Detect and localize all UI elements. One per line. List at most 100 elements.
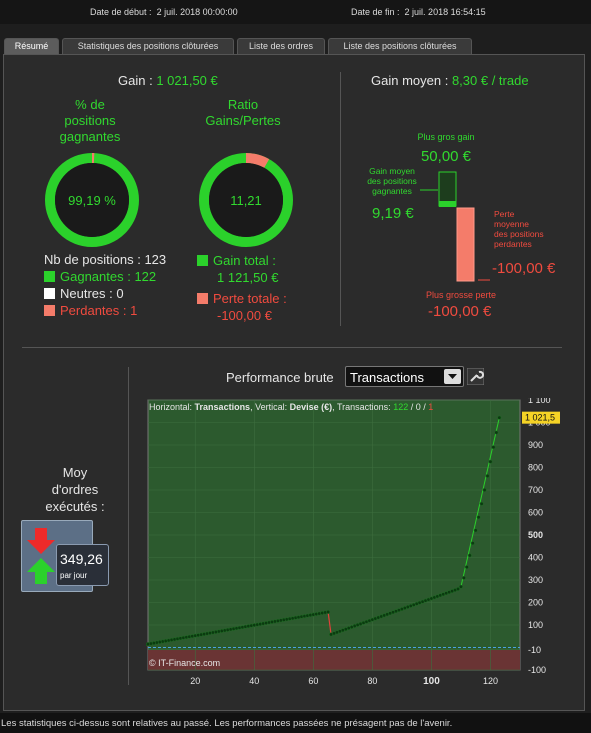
tab-resume[interactable]: Résumé (4, 38, 59, 54)
y-tick-label: -10 (528, 645, 541, 655)
disclaimer-bar: Les statistiques ci-dessus sont relative… (0, 713, 591, 733)
win-ratio-title: % de positions gagnantes (59, 97, 121, 144)
profit-ratio-value: 11,21 (230, 193, 262, 208)
gain-total-swatch (197, 255, 208, 266)
data-point (456, 587, 460, 591)
y-tick-label: 400 (528, 553, 543, 563)
win-ratio-value: 99,19 % (68, 193, 116, 208)
gain-summary: Gain : 1 021,50 € (118, 73, 218, 88)
tab-order-list[interactable]: Liste des ordres (237, 38, 325, 54)
losers-swatch (44, 305, 55, 316)
neutral-legend: Neutres : 0 (44, 286, 124, 301)
losers-legend: Perdantes : 1 (44, 303, 137, 318)
horizontal-divider (22, 347, 562, 348)
arrow-down-icon (27, 528, 55, 554)
perte-totale-swatch (197, 293, 208, 304)
performance-select[interactable]: Transactions (345, 366, 464, 387)
x-tick-label: 100 (423, 676, 440, 687)
data-point (459, 584, 463, 589)
biggest-loss-value: -100,00 € (428, 303, 492, 320)
start-date: Date de début : 2 juil. 2018 00:00:00 (90, 7, 238, 17)
avg-gain-value: 9,19 € (372, 205, 414, 222)
avg-loss-value: -100,00 € (492, 260, 556, 277)
loss-bar (456, 207, 475, 282)
y-tick-label: 700 (528, 485, 543, 495)
last-value-badge (522, 411, 560, 424)
chart-info-line: Horizontal: Transactions, Vertical: Devi… (149, 402, 434, 412)
orders-arrows-icon (27, 528, 55, 584)
perte-totale: Perte totale : -100,00 € (197, 290, 287, 324)
y-tick-label: 500 (528, 530, 543, 540)
profit-ratio-center (209, 163, 283, 237)
data-point (461, 575, 466, 580)
gain-loss-bars (420, 171, 490, 282)
biggest-loss-label: Plus grosse perte (426, 290, 497, 300)
data-point (470, 541, 475, 546)
data-point (497, 415, 502, 420)
x-tick-label: 120 (483, 676, 498, 686)
end-date: Date de fin : 2 juil. 2018 16:54:15 (351, 7, 486, 17)
chevron-down-icon[interactable] (444, 369, 461, 384)
date-range-bar: Date de début : 2 juil. 2018 00:00:00 Da… (0, 0, 591, 24)
biggest-gain-label: Plus gros gain (417, 132, 475, 142)
y-tick-label: 300 (528, 575, 543, 585)
biggest-gain-value: 50,00 € (420, 148, 472, 165)
tab-closed-position-list[interactable]: Liste des positions clôturées (328, 38, 472, 54)
win-ratio-red-arc (45, 153, 139, 247)
wrench-icon[interactable] (467, 368, 484, 385)
data-point (485, 474, 490, 478)
win-ratio-donut (45, 153, 139, 247)
data-point (482, 488, 487, 492)
data-point (467, 553, 472, 558)
y-tick-label: 800 (528, 463, 543, 473)
win-ratio-center (55, 163, 129, 237)
winners-legend: Gagnantes : 122 (44, 269, 156, 284)
orders-label: Moy d'ordres exécutés : (45, 465, 105, 514)
data-point (491, 445, 496, 450)
x-tick-label: 80 (367, 676, 377, 686)
chart-divider (128, 367, 129, 685)
data-point (326, 610, 331, 614)
x-tick-label: 20 (190, 676, 200, 686)
y-tick-label: -100 (528, 665, 546, 675)
data-point (476, 515, 481, 520)
biggest-gain-bar (438, 171, 457, 207)
loss-drop-line (327, 611, 332, 635)
x-tick-label: 40 (249, 676, 259, 686)
winners-swatch (44, 271, 55, 282)
y-tick-label: 600 (528, 508, 543, 518)
avg-gain-label: Gain moyen des positions gagnantes (367, 166, 417, 196)
y-tick-label: 200 (528, 598, 543, 608)
data-point (473, 528, 478, 533)
data-point (479, 501, 484, 506)
neutral-swatch (44, 288, 55, 299)
y-tick-label: 1 100 (528, 398, 551, 405)
chart-copyright: © IT-Finance.com (149, 658, 221, 668)
gain-total: Gain total : 1 121,50 € (197, 252, 278, 286)
profit-ratio-title: Ratio Gains/Pertes (205, 97, 281, 128)
y-tick-label: 100 (528, 620, 543, 630)
positions-count: Nb de positions : 123 (44, 252, 167, 267)
orders-value: 349,26 (60, 551, 103, 567)
performance-title: Performance brute (226, 370, 334, 385)
x-tick-label: 60 (308, 676, 318, 686)
data-point (464, 565, 469, 570)
disclaimer-text: Les statistiques ci-dessus sont relative… (1, 718, 453, 729)
arrow-up-icon (27, 558, 55, 584)
avg-loss-label: Perte moyenne des positions perdantes (494, 209, 544, 249)
avg-gain-bar (439, 201, 456, 207)
last-value-badge-text: 1 021,5 (525, 413, 555, 423)
tab-closed-position-stats[interactable]: Statistiques des positions clôturées (62, 38, 234, 54)
section-divider (340, 72, 341, 326)
data-point (494, 430, 499, 435)
profit-ratio-red-arc (199, 153, 293, 247)
profit-ratio-donut (199, 153, 293, 247)
chart-negative-band (148, 649, 520, 670)
data-point (488, 459, 493, 464)
average-gain-summary: Gain moyen : 8,30 € / trade (371, 73, 529, 88)
y-tick-label: 900 (528, 440, 543, 450)
orders-unit: par jour (60, 571, 88, 580)
performance-select-value: Transactions (350, 370, 424, 385)
orders-value-box: 349,26 par jour (56, 544, 109, 586)
